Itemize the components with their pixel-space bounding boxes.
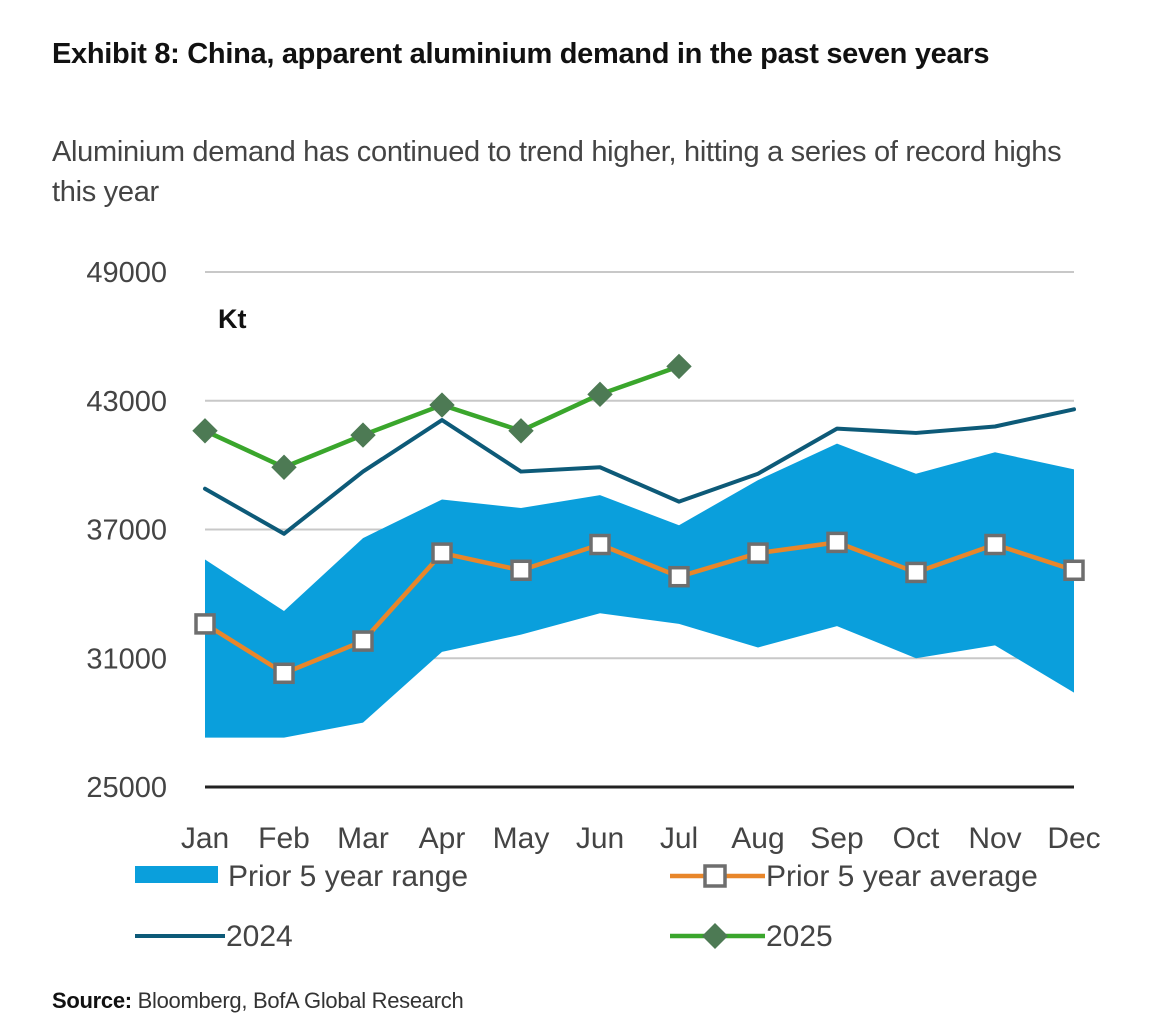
series-5yr-average-point [589,533,611,556]
range-band-layer [205,443,1074,738]
series-5yr-average-point [905,561,927,584]
series-2025-point [508,418,534,444]
series-5yr-average-point [1063,559,1085,582]
series-2024-line [203,407,1076,536]
series-2025-point [587,381,613,408]
y-tick-label: 37000 [86,515,167,547]
series-5yr-average-point [194,613,216,635]
legend-label-2024: 2024 [226,920,293,953]
range-band [205,443,1074,738]
y-tick-label: 49000 [86,257,167,289]
x-tick-label: Feb [258,822,310,855]
series-2025-point [271,454,297,480]
series-5yr-average-point [668,565,690,588]
x-tick-label: Mar [337,822,389,855]
series-5yr-average-point [431,542,453,564]
x-tick-label: Nov [968,822,1021,855]
legend-swatch-average-marker [703,864,727,888]
series-5yr-average-point [352,630,374,652]
legend-label-range: Prior 5 year range [228,860,468,893]
series-2025-point [350,422,376,448]
source-text: Bloomberg, BofA Global Research [137,988,464,1013]
x-tick-label: Jun [576,822,624,855]
y-tick-label: 43000 [86,386,167,418]
y-tick-label: 31000 [86,643,167,675]
chart-title: Exhibit 8: China, apparent aluminium dem… [52,38,990,70]
legend: Prior 5 year range Prior 5 year average 20… [135,860,1038,953]
series-2025-point [192,418,218,444]
series-5yr-average-point [826,531,848,554]
x-tick-label: Jul [660,822,698,855]
source-note: Source: Bloomberg, BofA Global Research [52,988,464,1014]
x-tick-label: Jan [181,822,229,855]
legend-swatch-2025-marker [702,923,728,949]
series-5yr-average-line [202,540,1077,676]
x-tick-label: May [493,822,550,855]
series-5yr-average-point [273,662,295,685]
x-tick-label: Oct [893,822,940,855]
legend-label-2025: 2025 [766,920,833,953]
y-tick-label: 25000 [86,772,167,804]
chart-subtitle: Aluminium demand has continued to trend … [52,136,1062,208]
legend-label-average: Prior 5 year average [766,860,1038,893]
x-tick-label: Aug [731,822,784,855]
x-tick-label: Sep [810,822,863,855]
x-tick-label: Dec [1047,822,1100,855]
series-2025-point [666,353,692,380]
source-label: Source: [52,988,132,1013]
x-tick-labels: Jan Feb Mar Apr May Jun Jul Aug Sep Oct Nov Dec [181,822,1101,855]
y-tick-labels: 25000 31000 37000 43000 49000 [86,257,167,804]
series-5yr-average-point [747,542,769,564]
x-tick-label: Apr [419,822,466,855]
series-2025-point [429,392,455,418]
y-axis-label: Kt [218,304,247,334]
series-5yr-average-point [510,559,532,582]
marker-layer [192,353,1085,685]
legend-swatch-range [135,866,218,883]
series-5yr-average-point [984,533,1006,556]
